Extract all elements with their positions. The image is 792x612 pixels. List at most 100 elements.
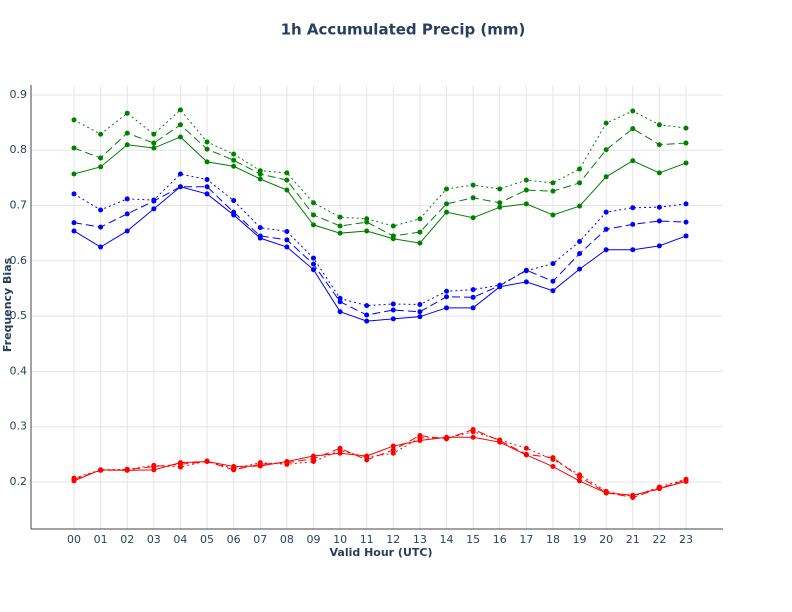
x-tick-label: 06 — [227, 533, 241, 546]
data-point — [177, 107, 183, 113]
data-point — [497, 204, 503, 210]
data-point — [337, 309, 343, 315]
data-point — [444, 288, 450, 294]
data-point — [124, 196, 130, 202]
data-point — [310, 222, 316, 228]
data-point — [204, 159, 210, 165]
data-point — [151, 197, 157, 203]
data-point — [124, 228, 130, 234]
data-point — [683, 125, 689, 131]
data-point — [417, 309, 423, 315]
data-point — [177, 464, 183, 470]
data-point — [444, 435, 450, 441]
data-point — [98, 467, 104, 473]
data-point — [470, 215, 476, 221]
data-point — [231, 198, 237, 204]
data-point — [470, 182, 476, 188]
data-point — [470, 305, 476, 311]
data-point — [71, 145, 77, 151]
data-point — [577, 266, 583, 272]
x-tick-label: 08 — [280, 533, 294, 546]
data-point — [204, 139, 210, 145]
data-point — [417, 240, 423, 246]
data-point — [577, 166, 583, 172]
x-tick-label: 19 — [573, 533, 587, 546]
data-point — [98, 131, 104, 137]
x-tick-label: 13 — [413, 533, 427, 546]
data-point — [523, 187, 529, 193]
data-point — [603, 209, 609, 215]
data-point — [257, 225, 263, 231]
data-point — [390, 223, 396, 229]
data-point — [204, 184, 210, 190]
data-point — [497, 186, 503, 192]
y-tick-label: 0.2 — [10, 475, 28, 488]
data-point — [151, 206, 157, 212]
x-tick-label: 10 — [333, 533, 347, 546]
data-point — [444, 209, 450, 215]
data-point — [98, 164, 104, 170]
data-point — [630, 221, 636, 227]
y-tick-label: 0.4 — [10, 364, 28, 377]
data-point — [577, 478, 583, 484]
x-tick-label: 07 — [253, 533, 267, 546]
data-point — [71, 171, 77, 177]
x-tick-label: 04 — [173, 533, 187, 546]
data-point — [284, 177, 290, 183]
data-point — [523, 445, 529, 451]
series-line — [73, 186, 687, 316]
data-point — [337, 214, 343, 220]
data-point — [310, 459, 316, 465]
x-tick-label: 02 — [120, 533, 134, 546]
data-point — [550, 456, 556, 462]
data-point — [284, 170, 290, 176]
series-line — [73, 431, 687, 497]
data-point — [656, 170, 662, 176]
data-point — [231, 163, 237, 169]
data-point — [497, 282, 503, 288]
data-point — [98, 224, 104, 230]
data-point — [417, 302, 423, 308]
x-tick-label: 14 — [440, 533, 454, 546]
data-point — [523, 451, 529, 457]
data-point — [603, 174, 609, 180]
x-tick-label: 18 — [546, 533, 560, 546]
data-point — [630, 126, 636, 132]
data-point — [683, 219, 689, 225]
x-tick-label: 23 — [679, 533, 693, 546]
data-point — [284, 237, 290, 243]
data-point — [603, 226, 609, 232]
data-point — [337, 230, 343, 236]
data-point — [364, 318, 370, 324]
data-point — [497, 200, 503, 206]
data-point — [337, 223, 343, 229]
data-point — [683, 160, 689, 166]
data-point — [390, 301, 396, 307]
data-point — [603, 247, 609, 253]
data-point — [470, 195, 476, 201]
data-point — [683, 140, 689, 146]
data-point — [417, 314, 423, 320]
data-point — [656, 484, 662, 490]
data-point — [656, 122, 662, 128]
x-tick-label: 12 — [386, 533, 400, 546]
y-tick-label: 0.8 — [10, 143, 28, 156]
data-point — [683, 201, 689, 207]
data-point — [550, 278, 556, 284]
chart-title: 1h Accumulated Precip (mm) — [281, 21, 526, 39]
data-point — [550, 261, 556, 267]
data-point — [151, 462, 157, 468]
y-tick-label: 0.3 — [10, 420, 28, 433]
data-point — [177, 184, 183, 190]
data-point — [470, 429, 476, 435]
data-point — [98, 155, 104, 161]
data-point — [71, 117, 77, 123]
x-tick-label: 16 — [493, 533, 507, 546]
data-point — [231, 466, 237, 472]
data-point — [284, 187, 290, 193]
data-point — [523, 268, 529, 274]
data-point — [630, 108, 636, 114]
data-point — [124, 211, 130, 217]
series-line — [73, 173, 687, 307]
data-point — [310, 267, 316, 273]
